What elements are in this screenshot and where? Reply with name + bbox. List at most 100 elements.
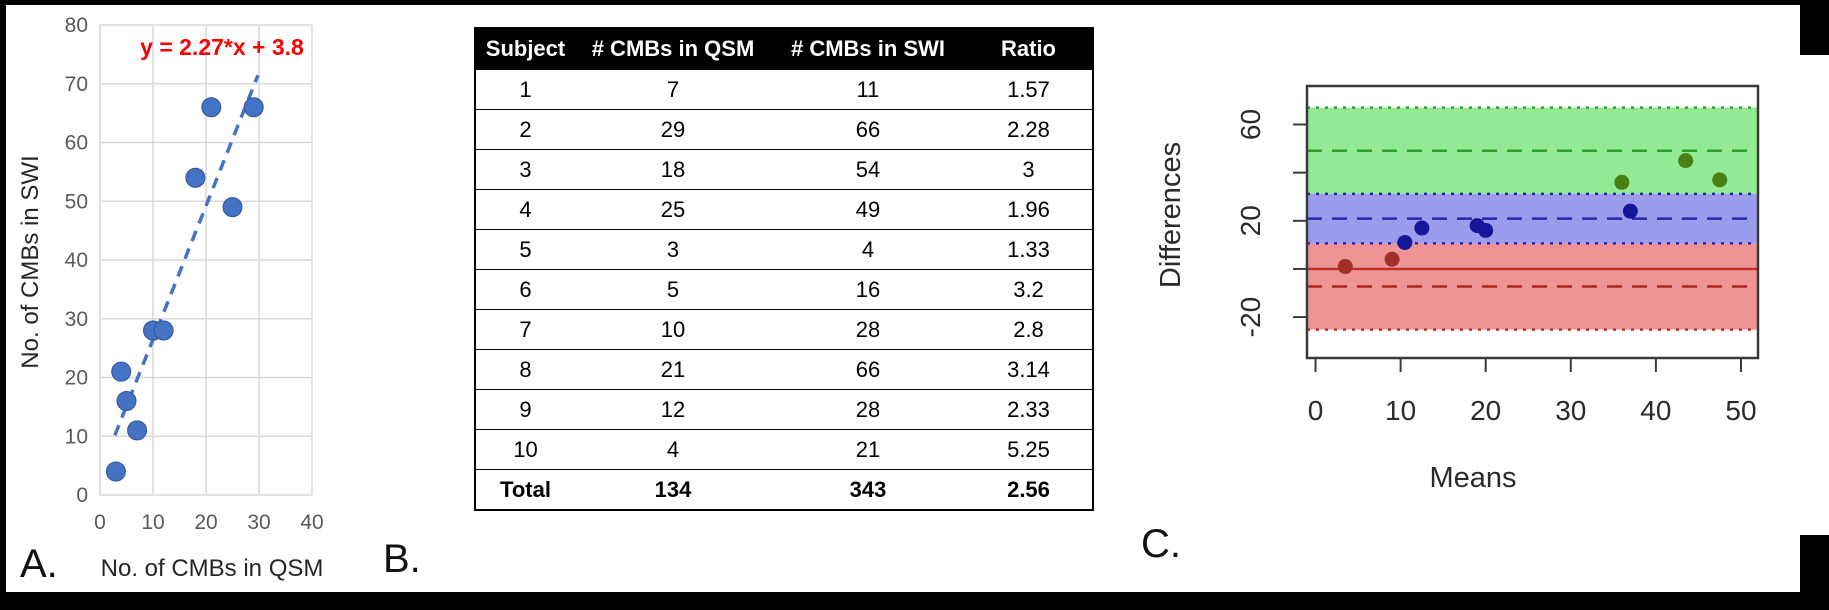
data-point [1337,259,1353,275]
table-cell: 5 [575,269,771,310]
table-cell: 1.96 [965,189,1093,230]
table-cell: 5 [475,229,575,270]
y-tick-label: 60 [1235,109,1266,140]
table-cell: 12 [575,389,771,430]
data-point [1478,222,1494,238]
table-total-row: Total 134 343 2.56 [475,469,1093,511]
table-row: 7 10 28 2.8 [475,309,1093,350]
table-cell: 2.8 [965,309,1093,350]
corner-box-bottom-right [1800,535,1829,610]
table-cell: 3 [475,149,575,190]
x-tick-label: 20 [1470,395,1501,426]
table-cell: Total [475,469,575,511]
data-point [201,97,222,118]
table-cell: 25 [575,189,771,230]
x-tick-label: 40 [300,511,323,534]
table-header-cell: Subject [475,28,575,70]
table-cell: 8 [475,349,575,390]
table-cell: 134 [575,469,771,511]
table-header-cell: # CMBs in SWI [771,28,965,70]
table-cell: 1.33 [965,229,1093,270]
panel-b-label: B. [383,537,421,581]
data-point [127,420,148,441]
data-point [1614,174,1630,190]
table-row: 6 5 16 3.2 [475,269,1093,310]
cmb-counts-table: Subject # CMBs in QSM # CMBs in SWI Ratio 1… [474,27,1094,511]
data-point [1414,220,1430,236]
table-cell: 7 [475,309,575,350]
scatter-plot-qsm-vs-swi: 0 10 20 30 40 50 60 70 80 0 10 20 30 40 y = 2.27*x + 3… [17,14,324,582]
x-tick-label: 30 [1555,395,1586,426]
plot-box [1305,84,1760,360]
x-tick-label: 20 [194,511,217,534]
table-cell: 1.57 [965,69,1093,110]
y-tick-label: 80 [65,14,88,37]
data-point [153,320,174,341]
data-point [1384,251,1400,267]
frame-top-border [0,0,1829,5]
frame-bottom-bar [0,592,1829,610]
data-point [105,461,126,482]
y-tick-label: 70 [65,73,88,96]
x-tick-label: 40 [1640,395,1671,426]
data-point [1622,203,1638,219]
table-header-cell: Ratio [965,28,1093,70]
table-cell: 16 [771,269,965,310]
table-row: 4 25 49 1.96 [475,189,1093,230]
table-cell: 3 [575,229,771,270]
y-tick-label: 30 [65,308,88,331]
table-cell: 9 [475,389,575,430]
table-row: 3 18 54 3 [475,149,1093,190]
table-row: 2 29 66 2.28 [475,109,1093,150]
data-point [1712,172,1728,188]
y-axis-title: Differences [1155,142,1187,288]
table-cell: 3 [965,149,1093,190]
x-axis-title: Means [1429,462,1516,494]
x-tick-label: 0 [94,511,106,534]
table-cell: 10 [475,429,575,470]
panel-a-label: A. [20,542,58,586]
table-cell: 2.33 [965,389,1093,430]
corner-box-top-right [1800,0,1829,55]
table-cell: 66 [771,349,965,390]
x-tick-label: 10 [1385,395,1416,426]
table-cell: 2.28 [965,109,1093,150]
x-tick-label: 30 [247,511,270,534]
table-cell: 21 [771,429,965,470]
table-cell: 2.56 [965,469,1093,511]
data-point [243,97,264,118]
table-cell: 49 [771,189,965,230]
y-tick-label: -20 [1235,297,1266,337]
table-cell: 4 [771,229,965,270]
x-tick-label: 10 [141,511,164,534]
trendline [113,74,260,436]
data-point [1678,153,1694,169]
bland-altman-plot: 0 10 20 30 40 50 -20 20 60 Differences Means [1155,84,1760,494]
table-row: 5 3 4 1.33 [475,229,1093,270]
table-cell: 29 [575,109,771,150]
table-cell: 10 [575,309,771,350]
table-cell: 4 [575,429,771,470]
table-cell: 2 [475,109,575,150]
x-tick-label: 0 [1308,395,1324,426]
data-point [111,361,132,382]
table-cell: 54 [771,149,965,190]
table-cell: 6 [475,269,575,310]
data-point [116,391,137,411]
data-point [222,197,243,218]
data-point [185,167,206,188]
table-cell: 66 [771,109,965,150]
x-axis-title: No. of CMBs in QSM [101,555,324,582]
y-tick-label: 60 [65,132,88,155]
x-tick-label: 50 [1725,395,1756,426]
y-tick-label: 20 [65,367,88,390]
table-cell: 3.14 [965,349,1093,390]
table-cell: 5.25 [965,429,1093,470]
table-row: 9 12 28 2.33 [475,389,1093,430]
table-row: 8 21 66 3.14 [475,349,1093,390]
table-header-cell: # CMBs in QSM [575,28,771,70]
y-tick-label: 20 [1235,205,1266,236]
table-row: 1 7 11 1.57 [475,69,1093,110]
table-cell: 28 [771,389,965,430]
